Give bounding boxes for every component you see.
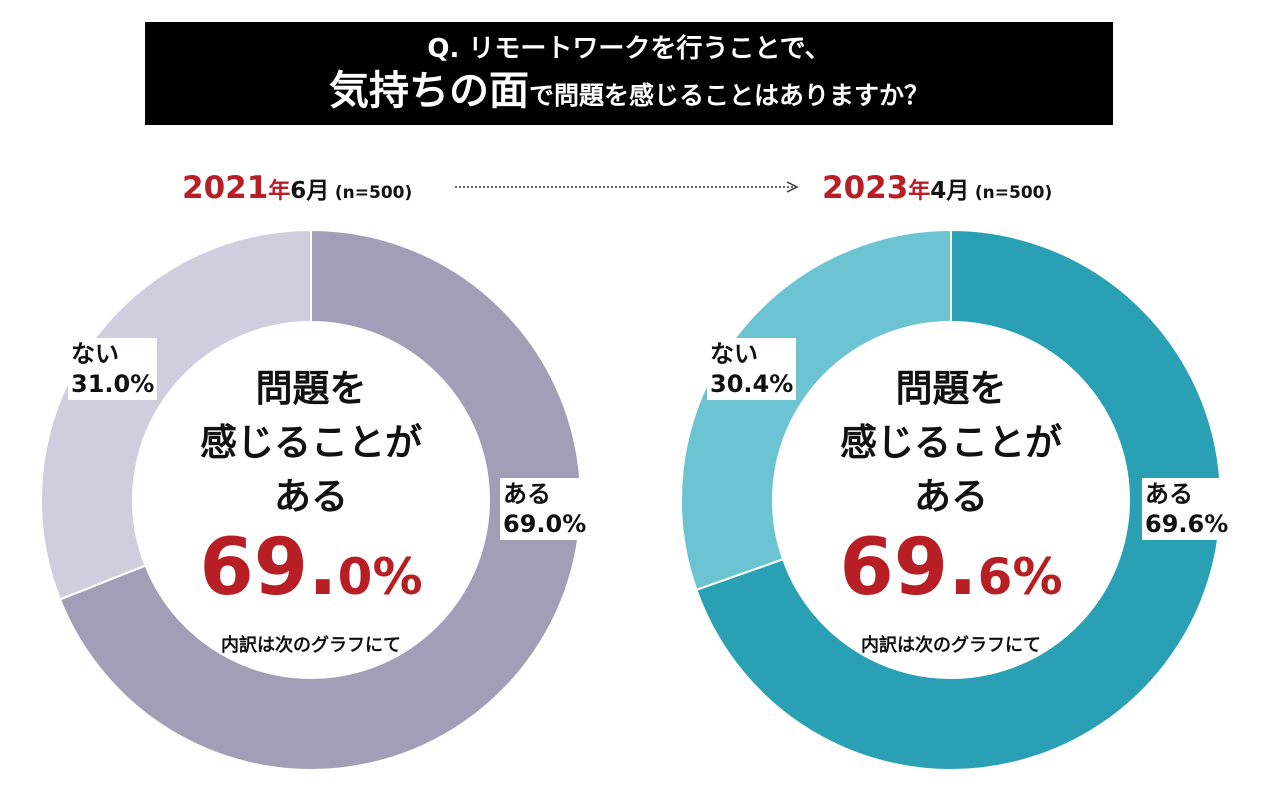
chart-2-center-note: 内訳は次のグラフにて (861, 635, 1041, 656)
chart-2-center-percent: 69.6% (791, 528, 1111, 629)
chart-1-center-note: 内訳は次のグラフにて (221, 635, 401, 656)
chart-2-label-aru: ある 69.6% (1142, 478, 1232, 540)
chart-2-pct-int: 69. (839, 523, 978, 613)
donut-2021-slice-aru (58, 228, 582, 771)
donut-2023-slice-aru (695, 228, 1222, 771)
dotted-arrow-icon (455, 181, 799, 193)
chart-1-year-suffix: 年 (268, 179, 291, 204)
question-line-1: Q. リモートワークを行うことで、 (427, 34, 831, 64)
question-line-2: 気持ちの面で問題を感じることはありますか？ (145, 66, 1113, 124)
chart-2-nai-value: 30.4% (710, 370, 794, 398)
chart-2-header: 2023年4月 (n=500) (822, 170, 1052, 206)
donut-chart-2021 (40, 228, 582, 771)
chart-2-nai-text: ない (710, 340, 758, 368)
chart-1-aru-value: 69.0% (503, 510, 587, 538)
chart-1-year: 2021 (182, 170, 269, 206)
chart-1-nai-text: ない (71, 340, 119, 368)
chart-2-pct-dec: 6 (977, 548, 1013, 606)
chart-2-aru-value: 69.6% (1145, 510, 1229, 538)
chart-2-center: 問題を 感じることが ある 69.6% 内訳は次のグラフにて (791, 362, 1111, 657)
chart-1-label-aru: ある 69.0% (500, 478, 590, 540)
question-rest: で問題を感じることはありますか？ (528, 81, 929, 110)
chart-1-center-line2: 感じることが (200, 421, 422, 464)
question-emphasis: 気持ちの面 (328, 68, 529, 114)
chart-2-center-line2: 感じることが (840, 421, 1062, 464)
chart-1-center-percent: 69.0% (151, 528, 471, 629)
chart-1-center-line3: ある (274, 475, 348, 518)
chart-2-pct-sign: % (1012, 548, 1063, 606)
donut-2021-slice-nai (40, 228, 312, 601)
chart-2-year: 2023 (822, 170, 909, 206)
chart-2-sample-size: (n=500) (974, 183, 1053, 203)
chart-1-header: 2021年6月 (n=500) (182, 170, 412, 206)
donut-chart-2023 (680, 228, 1222, 771)
donut-2023-slice-nai (680, 228, 952, 592)
chart-1-nai-value: 31.0% (71, 370, 155, 398)
chart-2-label-nai: ない 30.4% (707, 338, 797, 400)
chart-1-center-line1: 問題を (255, 367, 367, 410)
chart-2-center-line3: ある (914, 475, 988, 518)
chart-1-sample-size: (n=500) (334, 183, 413, 203)
chart-1-aru-text: ある (503, 480, 551, 508)
chart-1-month: 6月 (290, 178, 330, 204)
chart-1-pct-sign: % (372, 548, 423, 606)
chart-2-month: 4月 (930, 178, 970, 204)
chart-2-aru-text: ある (1145, 480, 1193, 508)
chart-1-center: 問題を 感じることが ある 69.0% 内訳は次のグラフにて (151, 362, 471, 657)
chart-1-label-nai: ない 31.0% (68, 338, 158, 400)
chart-1-pct-dec: 0 (337, 548, 373, 606)
question-banner: Q. リモートワークを行うことで、 気持ちの面で問題を感じることはありますか？ (145, 22, 1113, 125)
chart-1-pct-int: 69. (199, 523, 338, 613)
chart-2-center-line1: 問題を (895, 367, 1007, 410)
chart-2-year-suffix: 年 (908, 179, 931, 204)
